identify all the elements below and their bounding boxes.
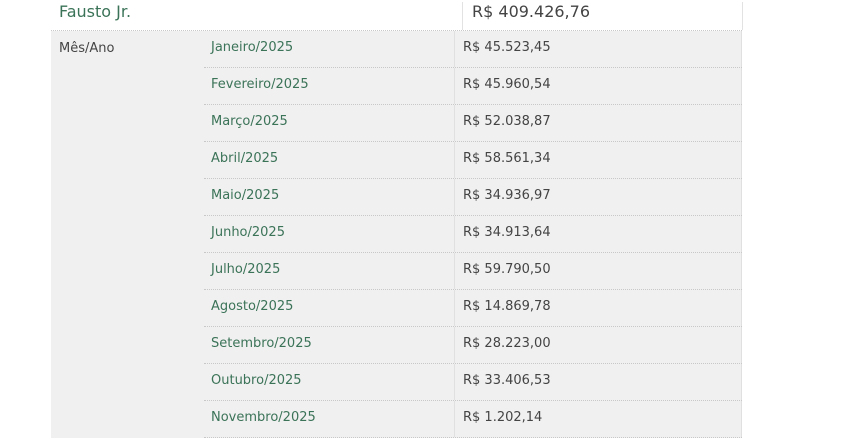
value-cell: R$ 28.223,00	[454, 327, 742, 363]
person-name: Fausto Jr.	[59, 2, 132, 21]
monthly-values-table: Fausto Jr. R$ 409.426,76 Mês/Ano Janeiro…	[51, 0, 743, 438]
table-row: Junho/2025 R$ 34.913,64	[204, 216, 742, 253]
value-cell: R$ 34.913,64	[454, 216, 742, 252]
month-cell: Novembro/2025	[211, 410, 316, 425]
value-cell: R$ 45.960,54	[454, 68, 742, 104]
value-cell: R$ 58.561,34	[454, 142, 742, 178]
table-row: Agosto/2025 R$ 14.869,78	[204, 290, 742, 327]
table-body: Mês/Ano Janeiro/2025 R$ 45.523,45 Fevereir…	[51, 31, 742, 438]
value-cell: R$ 52.038,87	[454, 105, 742, 141]
table-header-row: Fausto Jr. R$ 409.426,76	[51, 0, 743, 31]
month-cell: Março/2025	[211, 114, 288, 129]
month-cell: Maio/2025	[211, 188, 280, 203]
month-year-label: Mês/Ano	[59, 41, 115, 56]
table-row: Abril/2025 R$ 58.561,34	[204, 142, 742, 179]
table-row: Novembro/2025 R$ 1.202,14	[204, 401, 742, 438]
total-value: R$ 409.426,76	[462, 2, 743, 30]
month-cell: Setembro/2025	[211, 336, 312, 351]
value-cell: R$ 33.406,53	[454, 364, 742, 400]
table-row: Janeiro/2025 R$ 45.523,45	[204, 31, 742, 68]
table-row: Setembro/2025 R$ 28.223,00	[204, 327, 742, 364]
table-row: Julho/2025 R$ 59.790,50	[204, 253, 742, 290]
month-cell: Fevereiro/2025	[211, 77, 309, 92]
value-cell: R$ 14.869,78	[454, 290, 742, 326]
value-cell: R$ 1.202,14	[454, 401, 742, 437]
value-cell: R$ 45.523,45	[454, 31, 742, 67]
month-cell: Abril/2025	[211, 151, 279, 166]
table-row: Março/2025 R$ 52.038,87	[204, 105, 742, 142]
table-row: Outubro/2025 R$ 33.406,53	[204, 364, 742, 401]
month-cell: Junho/2025	[211, 225, 285, 240]
month-cell: Julho/2025	[211, 262, 281, 277]
value-cell: R$ 59.790,50	[454, 253, 742, 289]
month-cell: Outubro/2025	[211, 373, 302, 388]
month-cell: Janeiro/2025	[211, 40, 294, 55]
table-row: Maio/2025 R$ 34.936,97	[204, 179, 742, 216]
month-cell: Agosto/2025	[211, 299, 294, 314]
value-cell: R$ 34.936,97	[454, 179, 742, 215]
table-row: Fevereiro/2025 R$ 45.960,54	[204, 68, 742, 105]
